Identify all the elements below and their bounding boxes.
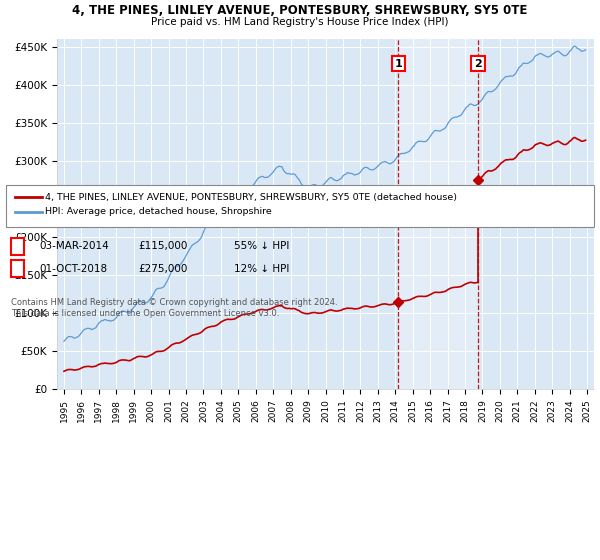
- Text: 4, THE PINES, LINLEY AVENUE, PONTESBURY, SHREWSBURY, SY5 0TE (detached house): 4, THE PINES, LINLEY AVENUE, PONTESBURY,…: [45, 193, 457, 202]
- Text: 1: 1: [14, 241, 21, 251]
- Text: This data is licensed under the Open Government Licence v3.0.: This data is licensed under the Open Gov…: [11, 309, 279, 318]
- Text: £275,000: £275,000: [138, 264, 187, 274]
- Text: 03-MAR-2014: 03-MAR-2014: [39, 241, 109, 251]
- Text: HPI: Average price, detached house, Shropshire: HPI: Average price, detached house, Shro…: [45, 207, 272, 216]
- Bar: [398, 39, 478, 389]
- Text: 2: 2: [14, 264, 21, 274]
- Text: Contains HM Land Registry data © Crown copyright and database right 2024.: Contains HM Land Registry data © Crown c…: [11, 298, 337, 307]
- Text: 1: 1: [394, 59, 402, 69]
- Text: Price paid vs. HM Land Registry's House Price Index (HPI): Price paid vs. HM Land Registry's House …: [151, 17, 449, 27]
- Text: 01-OCT-2018: 01-OCT-2018: [39, 264, 107, 274]
- Text: 2: 2: [474, 59, 482, 69]
- Text: 12% ↓ HPI: 12% ↓ HPI: [234, 264, 289, 274]
- Text: 4, THE PINES, LINLEY AVENUE, PONTESBURY, SHREWSBURY, SY5 0TE: 4, THE PINES, LINLEY AVENUE, PONTESBURY,…: [73, 4, 527, 17]
- Text: 55% ↓ HPI: 55% ↓ HPI: [234, 241, 289, 251]
- Text: £115,000: £115,000: [138, 241, 187, 251]
